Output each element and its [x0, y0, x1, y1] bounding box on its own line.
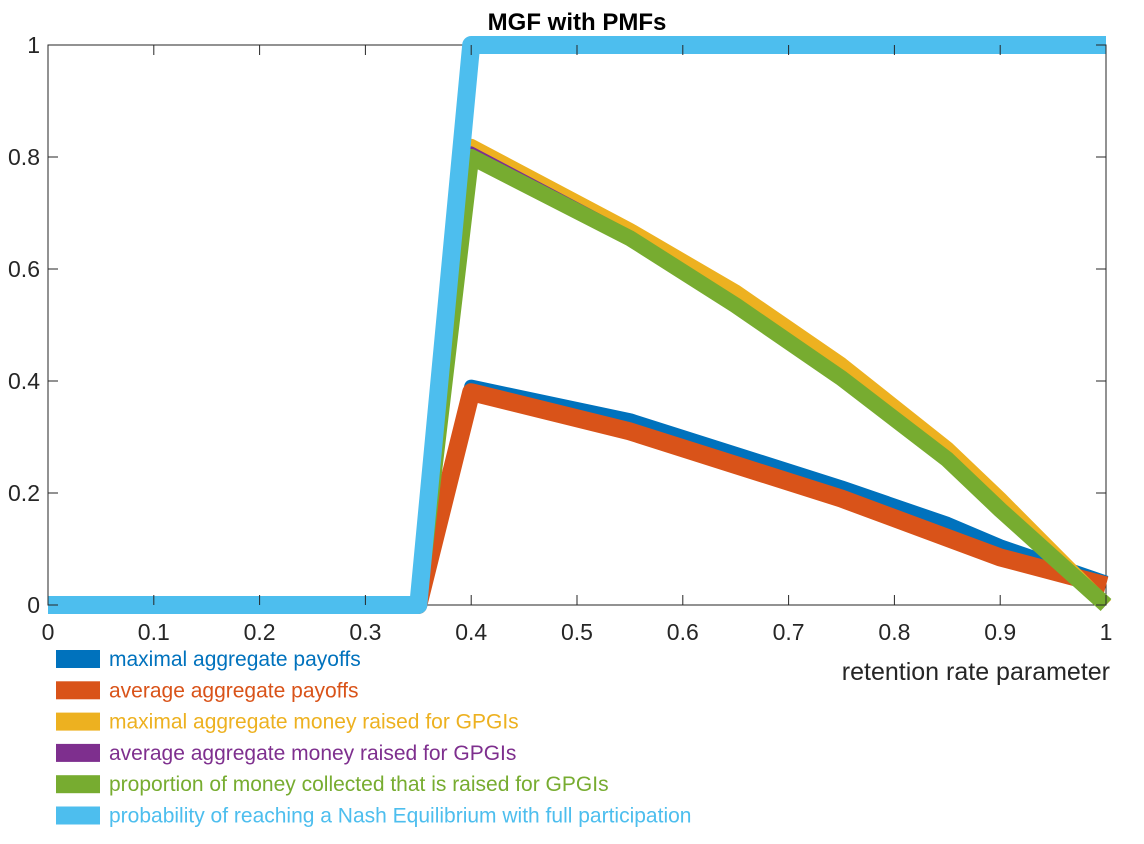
y-tick-label: 1	[27, 32, 40, 58]
x-tick-label: 0.3	[349, 619, 381, 645]
legend-swatch-1	[56, 650, 100, 668]
legend-swatch-4	[56, 743, 100, 762]
legend: maximal aggregate payoffs average aggrega…	[56, 648, 691, 828]
legend-label-5: proportion of money collected that is ra…	[109, 773, 609, 796]
legend-swatch-5	[56, 775, 100, 794]
x-tick-label: 1	[1100, 619, 1113, 645]
y-axis: 0 0.2 0.4 0.6 0.8 1	[8, 32, 1106, 618]
x-tick-label: 0.9	[984, 619, 1016, 645]
legend-label-3: maximal aggregate money raised for GPGIs	[109, 711, 519, 734]
series-group	[48, 36, 1112, 614]
y-tick-label: 0.6	[8, 256, 40, 282]
x-tick-label: 0.4	[455, 619, 487, 645]
x-tick-label: 0.5	[561, 619, 593, 645]
series-line-2	[48, 383, 1109, 614]
legend-label-2: average aggregate payoffs	[109, 679, 358, 702]
x-tick-label: 0.8	[878, 619, 910, 645]
legend-label-1: maximal aggregate payoffs	[109, 648, 361, 671]
x-tick-label: 0.2	[244, 619, 276, 645]
series-line-6	[48, 36, 1106, 614]
legend-label-6: probability of reaching a Nash Equilibri…	[109, 805, 691, 828]
x-tick-label: 0.1	[138, 619, 170, 645]
legend-label-4: average aggregate money raised for GPGIs	[109, 742, 516, 765]
x-axis-label: retention rate parameter	[842, 658, 1110, 686]
x-tick-label: 0	[42, 619, 55, 645]
x-tick-label: 0.6	[667, 619, 699, 645]
y-tick-label: 0.8	[8, 144, 40, 170]
y-tick-label: 0.2	[8, 480, 40, 506]
x-axis: 0 0.1 0.2 0.3 0.4 0.5 0.6 0.7 0.8 0.9 1	[42, 45, 1113, 645]
legend-swatch-2	[56, 681, 100, 700]
legend-swatch-3	[56, 712, 100, 731]
legend-swatch-6	[56, 806, 100, 825]
chart-title: MGF with PMFs	[488, 9, 667, 36]
y-tick-label: 0	[27, 592, 40, 618]
y-tick-label: 0.4	[8, 368, 40, 394]
x-tick-label: 0.7	[773, 619, 805, 645]
